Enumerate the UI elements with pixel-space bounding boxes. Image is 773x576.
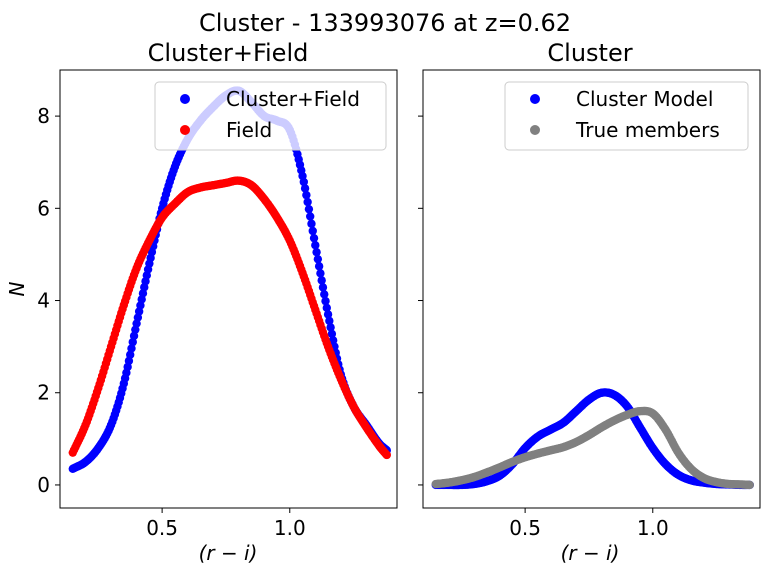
y-tick-label: 8 [37, 104, 50, 128]
x-tick-label: 1.0 [274, 516, 306, 540]
legend-label-cluster-field: Cluster+Field [226, 87, 360, 111]
data-point [326, 323, 335, 332]
y-tick-label: 2 [37, 381, 50, 405]
data-point [322, 303, 331, 313]
panel-title: Cluster+Field [148, 39, 309, 67]
plot-area [431, 388, 754, 490]
data-point [320, 290, 329, 299]
data-point [382, 450, 391, 460]
x-axis: 0.5 1.0 [509, 508, 669, 540]
data-point [316, 269, 325, 278]
legend-label-cluster-model: Cluster Model [576, 87, 713, 111]
data-point [304, 204, 314, 214]
data-point [323, 310, 333, 319]
data-point [325, 316, 334, 326]
data-point [128, 337, 137, 347]
data-point [300, 184, 310, 193]
x-axis: 0.5 1.0 [146, 508, 306, 540]
data-point [311, 241, 320, 250]
y-axis: 0 2 4 6 8 [37, 104, 60, 497]
y-tick-label: 6 [37, 196, 50, 220]
data-point [307, 219, 316, 228]
panel-title: Cluster [547, 39, 632, 67]
data-point [314, 262, 324, 271]
x-axis-label: (r − i) [199, 541, 258, 565]
legend-frame [154, 81, 387, 151]
legend-frame [504, 81, 749, 151]
legend-marker-true-members [530, 125, 540, 135]
legend: Cluster Model True members [504, 81, 749, 151]
data-point [306, 212, 315, 221]
y-axis [418, 115, 423, 486]
data-point [308, 226, 317, 236]
legend-label-field: Field [226, 118, 272, 142]
axes-frame [422, 69, 761, 509]
data-point [302, 190, 311, 200]
x-tick-label: 0.5 [509, 516, 541, 540]
legend-marker-cluster-model [530, 94, 540, 104]
data-point [327, 329, 337, 339]
data-point [328, 336, 338, 345]
data-point [317, 276, 326, 285]
data-point [312, 247, 321, 257]
data-point [127, 344, 136, 353]
x-axis-label: (r − i) [561, 541, 620, 565]
x-tick-label: 1.0 [637, 516, 669, 540]
series-field [68, 176, 391, 460]
legend-label-true-members: True members [575, 118, 720, 142]
data-point [318, 283, 328, 292]
y-tick-label: 0 [37, 473, 50, 497]
axes-frame [59, 69, 398, 509]
data-point [299, 177, 309, 187]
panel-cluster-field: Cluster+Field 0 2 4 6 8 0.5 1.0 (r − i) N Clu… [5, 39, 398, 565]
legend: Cluster+Field Field [154, 81, 387, 151]
panel-cluster: Cluster 0.5 1.0 (r − i) Cluster Model Tru… [418, 39, 761, 565]
data-point [313, 254, 323, 264]
data-point [126, 350, 135, 359]
data-point [309, 233, 319, 243]
x-tick-label: 0.5 [146, 516, 178, 540]
data-point [321, 296, 330, 306]
legend-marker-cluster-field [180, 94, 190, 104]
y-axis-label: N [5, 281, 29, 296]
figure-title: Cluster - 133993076 at z=0.62 [199, 9, 571, 37]
data-point [303, 197, 312, 207]
series-true-members [431, 406, 754, 490]
y-tick-label: 4 [37, 289, 50, 313]
data-point [745, 480, 754, 490]
legend-marker-field [180, 125, 190, 135]
